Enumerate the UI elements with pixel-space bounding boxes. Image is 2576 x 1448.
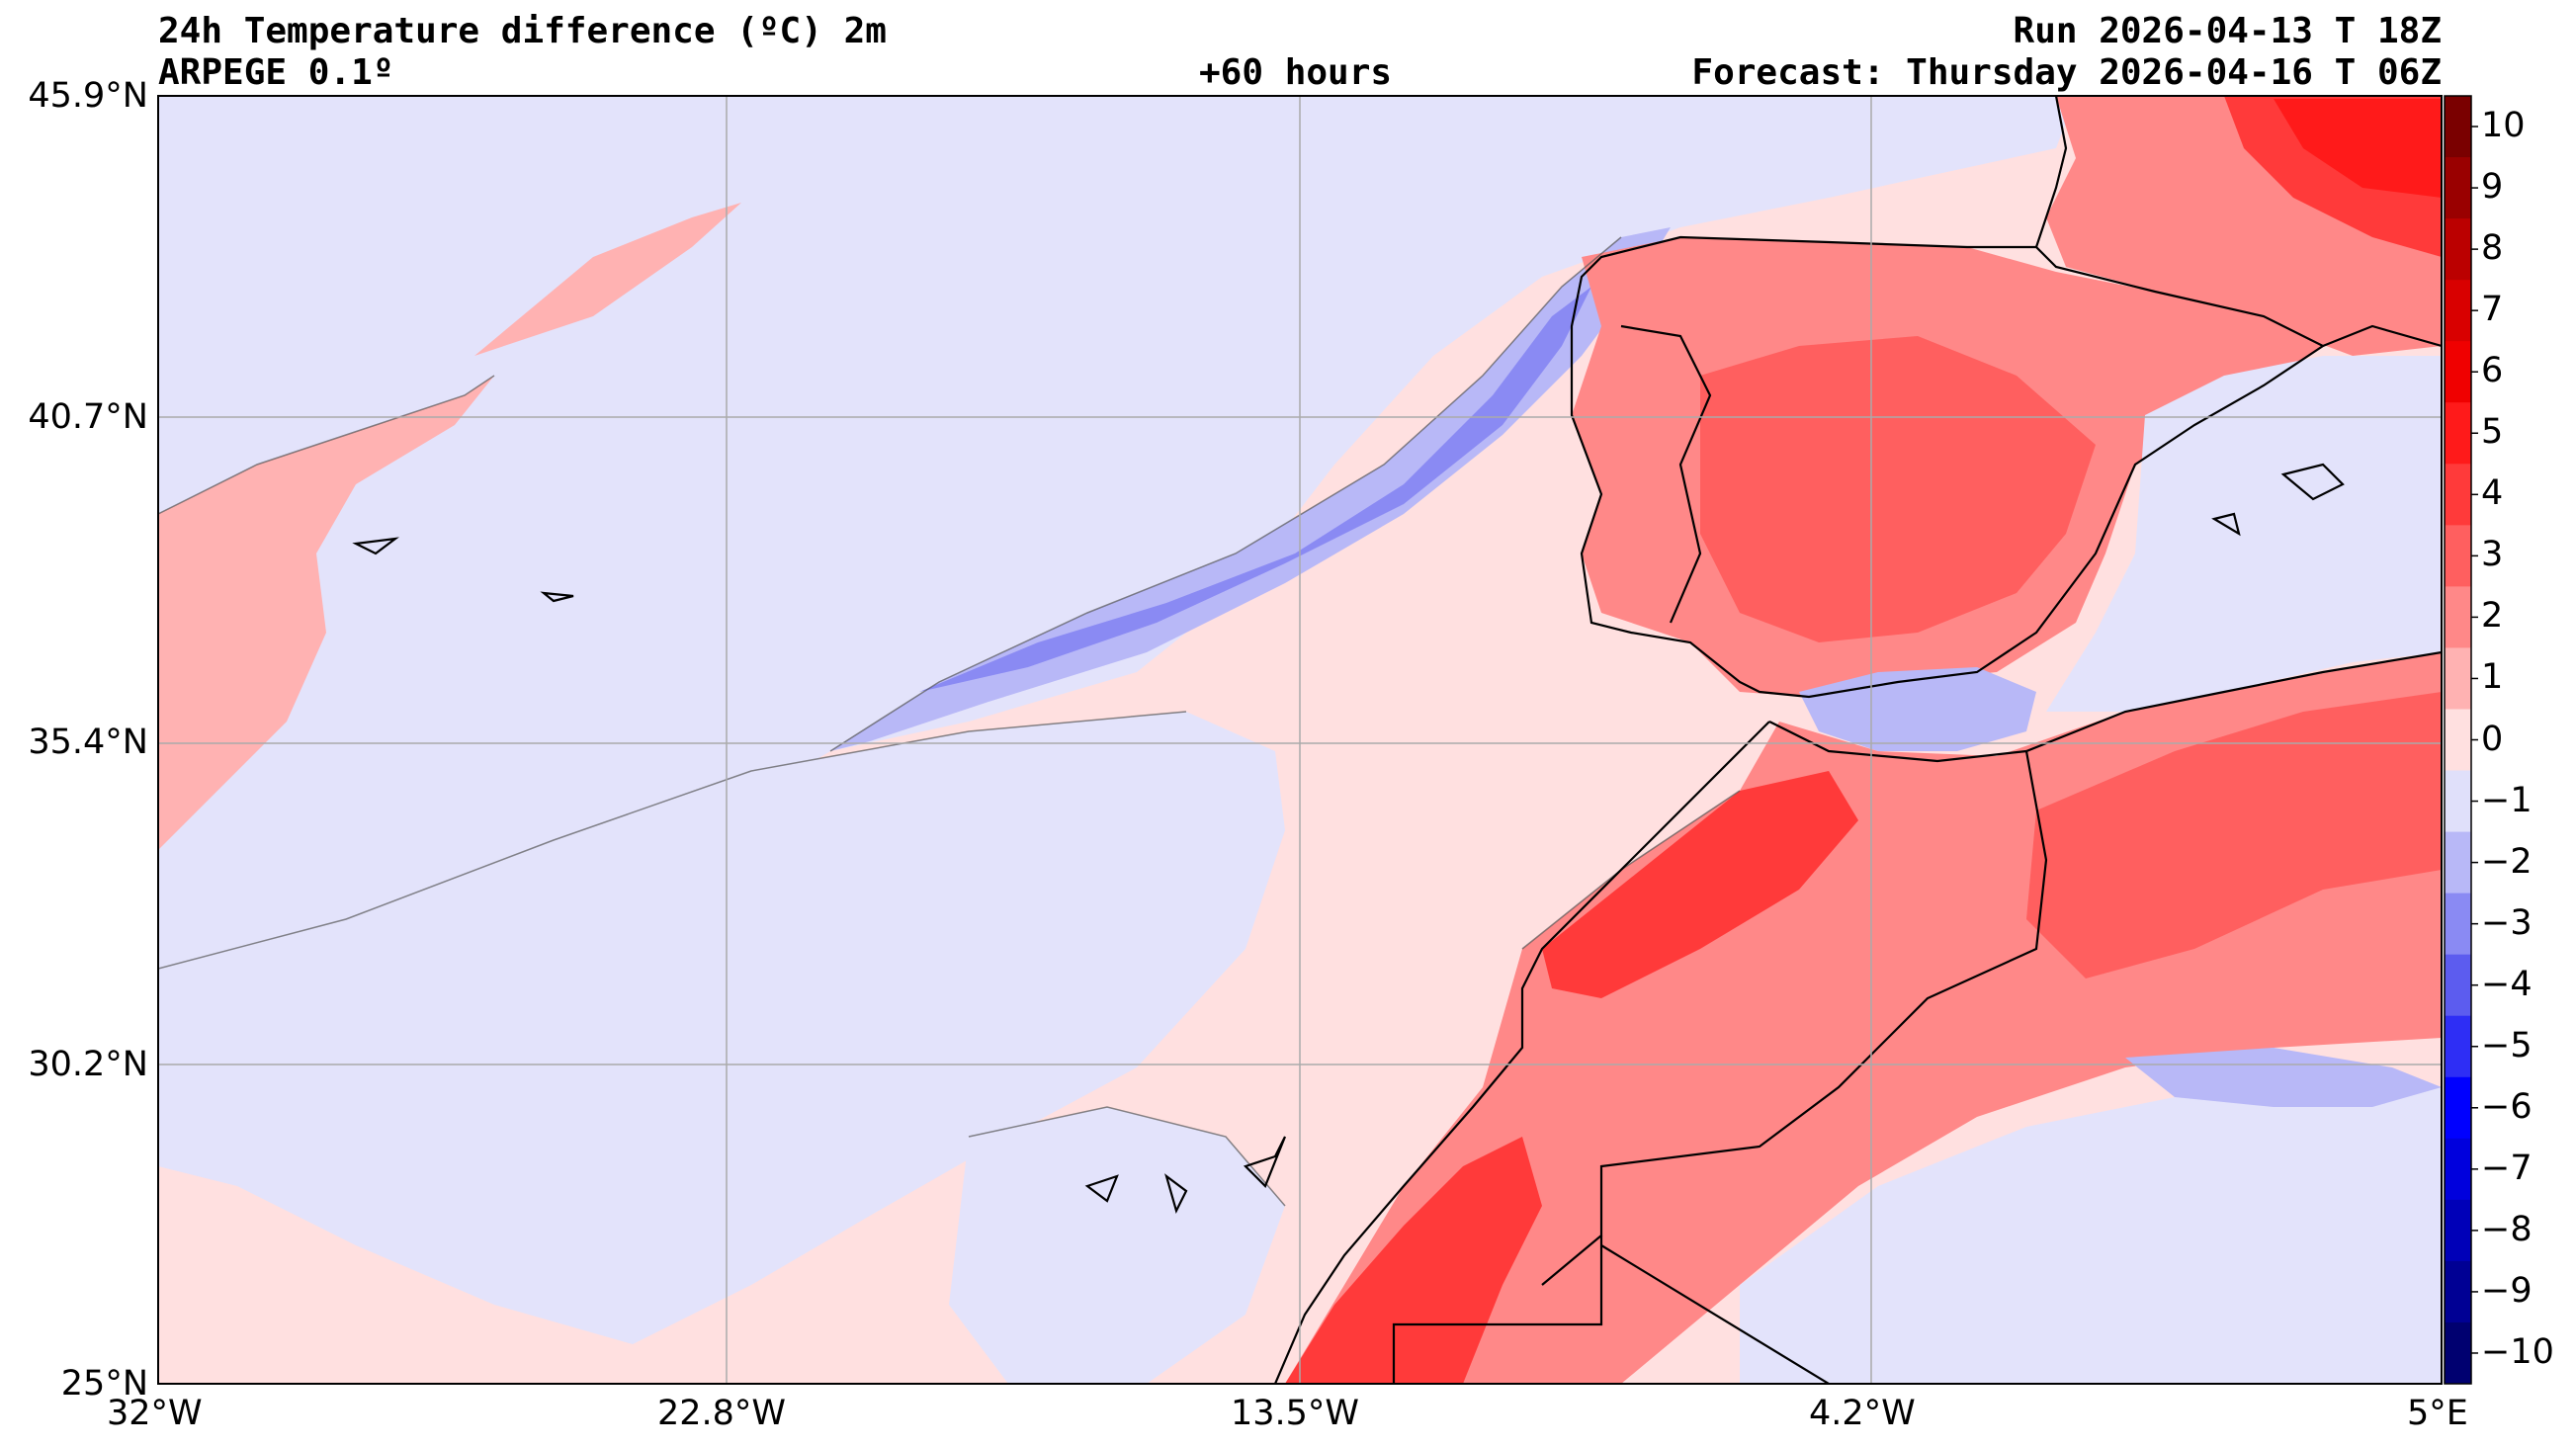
colorbar-swatch xyxy=(2445,157,2471,219)
balearic-ibiza xyxy=(2211,512,2241,537)
lat-tick-label: 35.4°N xyxy=(28,723,148,762)
colorbar-swatch xyxy=(2445,341,2471,403)
colorbar-label: −9 xyxy=(2481,1270,2533,1311)
cool-region-southwest xyxy=(949,1107,1285,1384)
colorbar-label: 6 xyxy=(2481,351,2504,391)
colorbar-swatch xyxy=(2445,770,2471,833)
warm-patch-northwest xyxy=(474,203,741,356)
border-western-sahara xyxy=(1392,1235,1603,1384)
colorbar-label: 0 xyxy=(2481,719,2504,759)
colorbar-label: 4 xyxy=(2481,473,2504,514)
lon-tick-label: 4.2°W xyxy=(1809,1394,1916,1433)
balearic-sea xyxy=(2046,356,2442,712)
cold-tongue-outer xyxy=(830,227,1671,751)
colorbar-swatch xyxy=(2445,1015,2471,1078)
coastlines xyxy=(352,96,2442,1384)
plot-frame xyxy=(157,95,2443,1385)
colorbar-label: 9 xyxy=(2481,167,2504,208)
sahara-coast-hot xyxy=(1285,1137,1542,1384)
run-label: Run 2026-04-13 T 18Z xyxy=(2013,11,2442,51)
border-morocco-algeria xyxy=(1541,750,2048,1286)
lon-tick-label: 32°W xyxy=(107,1394,203,1433)
coast-north-africa xyxy=(1768,650,2442,763)
colorbar-label: −2 xyxy=(2481,841,2533,882)
colorbar-label: 5 xyxy=(2481,412,2504,453)
lon-tick-label: 13.5°W xyxy=(1231,1394,1360,1433)
map-title: 24h Temperature difference (ºC) 2m xyxy=(158,11,887,51)
colorbar-label: 1 xyxy=(2481,657,2504,698)
colorbar-label: 8 xyxy=(2481,228,2504,269)
colorbar-swatch xyxy=(2445,280,2471,342)
colorbar-label: 3 xyxy=(2481,535,2504,575)
canary-islands xyxy=(1084,1136,1287,1215)
colorbar-swatch xyxy=(2445,1076,2471,1140)
colorbar-label: −8 xyxy=(2481,1209,2533,1249)
colorbar-label: −7 xyxy=(2481,1148,2533,1188)
colorbar-label: −10 xyxy=(2481,1331,2554,1372)
coast-morocco xyxy=(1273,721,1770,1384)
colorbar-swatch xyxy=(2445,96,2471,158)
lat-tick-label: 40.7°N xyxy=(28,397,148,437)
balearic-mallorca xyxy=(2280,463,2345,501)
coast-iberia xyxy=(1570,235,2326,699)
azores xyxy=(352,537,574,603)
colorbar-swatch xyxy=(2445,586,2471,648)
forecast-label: Forecast: Thursday 2026-04-16 T 06Z xyxy=(1691,52,2442,93)
colorbar xyxy=(2444,95,2478,1385)
graticule xyxy=(158,96,2442,1384)
coast-france-med xyxy=(2322,324,2442,348)
colorbar-label: −1 xyxy=(2481,780,2533,820)
colorbar-swatch xyxy=(2445,709,2471,772)
colorbar-label: −6 xyxy=(2481,1086,2533,1127)
colorbar-swatch xyxy=(2445,1321,2471,1385)
colorbar-label: 2 xyxy=(2481,596,2504,637)
lead-time: +60 hours xyxy=(1199,52,1393,93)
model-label: ARPEGE 0.1º xyxy=(158,52,394,93)
colorbar-swatch xyxy=(2445,1199,2471,1262)
colorbar-swatch xyxy=(2445,464,2471,526)
colorbar-label: −4 xyxy=(2481,964,2533,1004)
france-hottest xyxy=(2274,99,2442,198)
colorbar-label: −5 xyxy=(2481,1025,2533,1065)
lat-tick-label: 30.2°N xyxy=(28,1045,148,1084)
colorbar-swatch xyxy=(2445,893,2471,956)
colorbar-swatch xyxy=(2445,1260,2471,1323)
iberia-hot-core xyxy=(1700,336,2096,642)
coast-portugal-border xyxy=(1620,324,1712,624)
coast-france xyxy=(2034,96,2068,248)
border-mauritania xyxy=(1600,1244,1830,1384)
colorbar-swatch xyxy=(2445,831,2471,894)
colorbar-swatch xyxy=(2445,647,2471,710)
zero-contours xyxy=(158,236,1741,1207)
colorbar-swatch xyxy=(2445,525,2471,587)
lon-tick-label: 5°E xyxy=(2407,1394,2468,1433)
colorbar-label: 10 xyxy=(2481,106,2526,146)
algeria-hot xyxy=(2026,692,2442,979)
colorbar-label: −3 xyxy=(2481,902,2533,943)
lat-tick-label: 45.9°N xyxy=(28,76,148,116)
colorbar-swatch xyxy=(2445,1138,2471,1201)
colorbar-swatch xyxy=(2445,402,2471,465)
colorbar-label: 7 xyxy=(2481,290,2504,330)
lon-tick-label: 22.8°W xyxy=(657,1394,787,1433)
morocco-hot xyxy=(1542,771,1858,998)
cool-region-south-atlantic xyxy=(158,712,1285,1344)
sahara-cool-band xyxy=(2125,1048,2442,1107)
colorbar-swatch xyxy=(2445,218,2471,281)
sahara-cool xyxy=(1740,1087,2442,1384)
warm-patch-west xyxy=(158,376,494,850)
colorbar-swatch xyxy=(2445,954,2471,1017)
lat-tick-label: 25°N xyxy=(60,1364,148,1404)
